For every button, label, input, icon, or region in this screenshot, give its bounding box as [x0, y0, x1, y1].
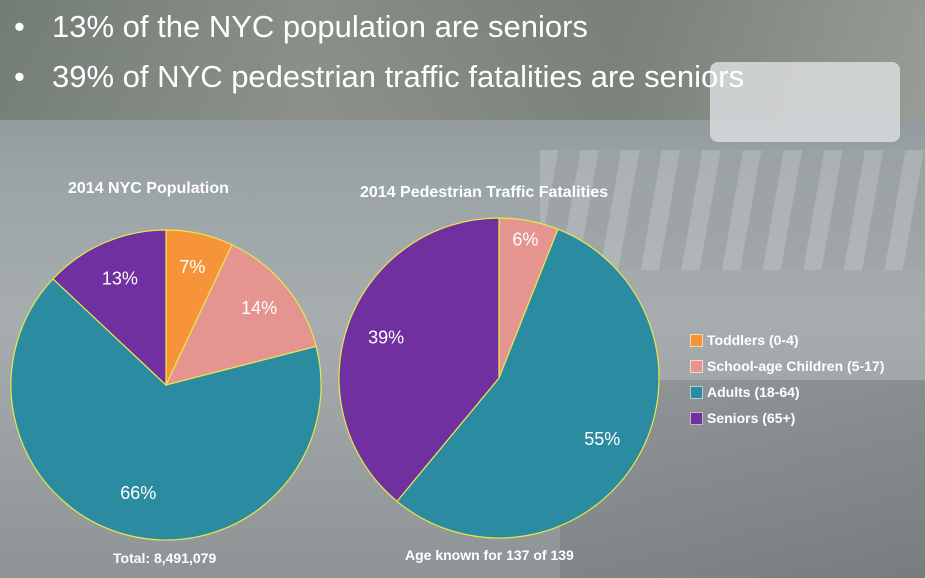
pie-slice-adults	[396, 228, 660, 539]
legend-item-seniors: Seniors (65+)	[690, 405, 884, 431]
bullet-glyph: •	[14, 59, 25, 94]
bullet-glyph: •	[14, 9, 25, 44]
background-crosswalk	[540, 150, 925, 270]
bullet-list: • 13% of the NYC population are seniors •…	[14, 2, 744, 102]
legend-item-adults: Adults (18-64)	[690, 379, 884, 405]
pie-slice-seniors	[52, 229, 167, 387]
pie-label-school-age: 14%	[241, 298, 277, 318]
population-total-note: Total: 8,491,079	[113, 550, 217, 566]
legend-swatch	[690, 385, 703, 399]
pie-slice-adults	[10, 278, 322, 541]
legend: Toddlers (0-4) School-age Children (5-17…	[690, 327, 884, 431]
pie-slice-seniors	[338, 217, 500, 503]
background-van	[710, 62, 900, 142]
bullet-seniors-population: • 13% of the NYC population are seniors	[14, 2, 744, 52]
pie-slice-school-age	[164, 243, 317, 386]
pie-label-adults: 55%	[584, 429, 620, 449]
bullet-seniors-fatalities: • 39% of NYC pedestrian traffic fatalitie…	[14, 52, 744, 102]
pie-label-seniors: 13%	[102, 268, 138, 288]
pie-label-seniors: 39%	[368, 327, 404, 347]
legend-label: Toddlers (0-4)	[707, 332, 799, 348]
fatalities-chart-title: 2014 Pedestrian Traffic Fatalities	[360, 184, 609, 201]
legend-item-toddlers: Toddlers (0-4)	[690, 327, 884, 353]
bullet-text: 39% of NYC pedestrian traffic fatalities…	[52, 59, 745, 94]
pie-label-school-age: 6%	[512, 230, 538, 250]
population-pie: 7% 14% 66% 13%	[10, 229, 322, 541]
fatalities-pie: 6% 55% 39%	[338, 217, 660, 539]
legend-item-school-age: School-age Children (5-17)	[690, 353, 884, 379]
legend-swatch	[690, 411, 703, 425]
legend-swatch	[690, 359, 703, 373]
legend-label: School-age Children (5-17)	[707, 358, 885, 374]
legend-label: Adults (18-64)	[707, 384, 800, 400]
population-chart-title: 2014 NYC Population	[68, 180, 229, 197]
legend-label: Seniors (65+)	[707, 410, 796, 426]
legend-swatch	[690, 333, 703, 347]
bullet-text: 13% of the NYC population are seniors	[52, 9, 588, 44]
pie-label-adults: 66%	[120, 483, 156, 503]
pie-label-toddlers: 7%	[179, 257, 205, 277]
fatalities-age-note: Age known for 137 of 139	[405, 547, 574, 563]
